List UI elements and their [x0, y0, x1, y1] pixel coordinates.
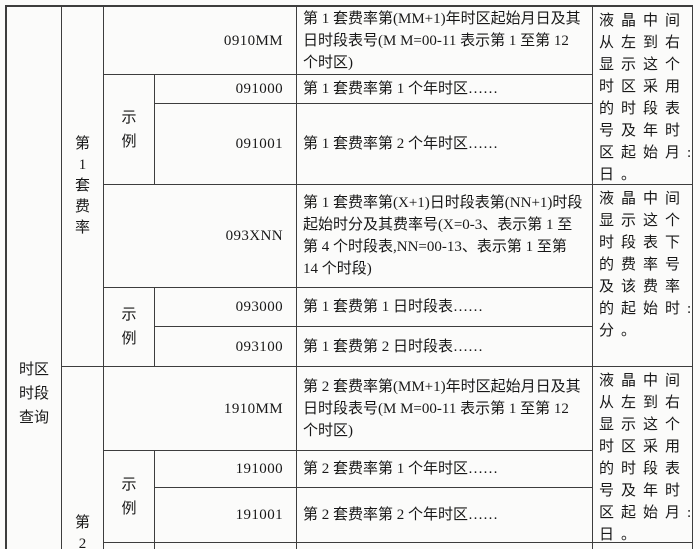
code-value: 093000	[235, 299, 283, 315]
code-value: 191000	[235, 461, 283, 477]
code-value: 191001	[235, 507, 283, 523]
example-cell-2: 示 例	[104, 288, 155, 367]
set1-label-cell: 第 1 套 费 率	[62, 7, 104, 367]
code-value: 1910MM	[223, 400, 283, 417]
tariff-query-table: 时区 时段 查询 第 1 套 费 率 第 2 0910MM 第 1 套费率第(M…	[5, 5, 693, 549]
category-cell: 时区 时段 查询	[7, 7, 62, 549]
code-value: 093100	[235, 338, 283, 355]
code-cell-093XNN: 093XNN	[104, 185, 297, 288]
desc-text: 第 2 套费率第 2 个年时区……	[303, 507, 499, 523]
desc-cell-1910MM: 第 2 套费率第(MM+1)年时区起始月日及其日时段表号(M M=00-11 表…	[297, 367, 593, 451]
example-cell-3: 示 例	[104, 451, 155, 543]
desc-cell-091001: 第 1 套费率第 2 个年时区……	[297, 104, 593, 185]
desc-text: 第 2 套费率第(MM+1)年时区起始月日及其日时段表号(M M=00-11 表…	[303, 378, 581, 439]
code-value: 091001	[235, 136, 283, 152]
code-cell-191000: 191000	[155, 451, 297, 488]
desc-text: 第 1 套费第 2 日时段表……	[303, 338, 484, 355]
desc-text: 第 1 套费第 1 日时段表……	[303, 299, 484, 315]
code-value: 093XNN	[225, 228, 283, 244]
example-label: 示 例	[121, 109, 137, 150]
desc-cell-191001: 第 2 套费率第 2 个年时区……	[297, 488, 593, 543]
desc-cell-191000: 第 2 套费率第 1 个年时区……	[297, 451, 593, 488]
desc-text: 第 2 套费率第 1 个年时区……	[303, 461, 499, 477]
set2-label-cell: 第 2	[62, 367, 104, 549]
note-text: 液晶中间 从左到右 显示这个 时区采用 的时段表 号及年时 区起始月: 日。	[599, 13, 693, 183]
code-cell-1910MM: 1910MM	[104, 367, 297, 451]
note-cell-year-zone-2: 液晶中间 从左到右 显示这个 时区采用 的时段表 号及年时 区起始月: 日。	[593, 367, 693, 543]
note-cell-year-zone-1: 液晶中间 从左到右 显示这个 时区采用 的时段表 号及年时 区起始月: 日。	[593, 7, 693, 185]
code-cell-191001: 191001	[155, 488, 297, 543]
code-cell-091001: 091001	[155, 104, 297, 185]
partial-row-cell	[297, 543, 593, 549]
partial-row-cell	[104, 543, 155, 549]
desc-text: 第 1 套费率第 2 个年时区……	[303, 136, 499, 152]
desc-cell-093000: 第 1 套费第 1 日时段表……	[297, 288, 593, 327]
desc-text: 第 1 套费率第 1 个年时区……	[303, 81, 499, 97]
desc-cell-0910MM: 第 1 套费率第(MM+1)年时区起始月日及其日时段表号(M M=00-11 表…	[297, 7, 593, 75]
example-label: 示 例	[121, 476, 137, 517]
code-value: 091000	[235, 81, 283, 97]
example-label: 示 例	[121, 307, 137, 347]
note-text: 液晶中间 显示这个 时段表下 的费率号 及该费率 的起始时: 分。	[599, 191, 693, 339]
set2-label: 第 2	[74, 515, 90, 549]
set1-label: 第 1 套 费 率	[74, 136, 90, 236]
code-cell-0910MM: 0910MM	[104, 7, 297, 75]
code-cell-093100: 093100	[155, 327, 297, 367]
desc-text: 第 1 套费率第(MM+1)年时区起始月日及其日时段表号(M M=00-11 表…	[303, 10, 581, 71]
partial-row-cell	[155, 543, 297, 549]
note-cell-day-table: 液晶中间 显示这个 时段表下 的费率号 及该费率 的起始时: 分。	[593, 185, 693, 367]
code-cell-091000: 091000	[155, 75, 297, 104]
category-label: 时区 时段 查询	[18, 362, 49, 426]
code-cell-093000: 093000	[155, 288, 297, 327]
desc-cell-093100: 第 1 套费第 2 日时段表……	[297, 327, 593, 367]
desc-text: 第 1 套费率第(X+1)日时段表第(NN+1)时段起始时分及其费率号(X=0-…	[303, 195, 583, 277]
example-cell-1: 示 例	[104, 75, 155, 185]
note-text: 液晶中间 从左到右 显示这个 时区采用 的时段表 号及年时 区起始月: 日。	[599, 373, 693, 543]
desc-cell-093XNN: 第 1 套费率第(X+1)日时段表第(NN+1)时段起始时分及其费率号(X=0-…	[297, 185, 593, 288]
desc-cell-091000: 第 1 套费率第 1 个年时区……	[297, 75, 593, 104]
partial-row-cell	[593, 543, 693, 549]
code-value: 0910MM	[223, 32, 283, 49]
